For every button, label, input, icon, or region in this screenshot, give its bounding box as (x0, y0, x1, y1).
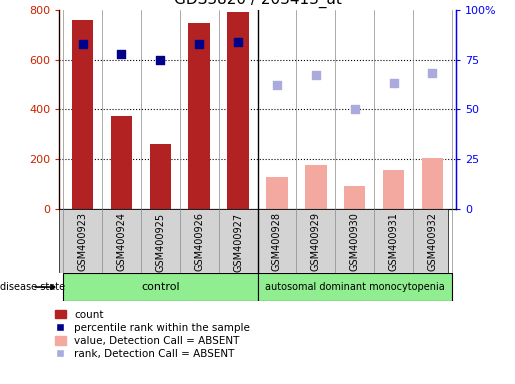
Bar (111, 116, 132, 209)
Text: disease state: disease state (0, 282, 65, 292)
Bar (305, 165, 327, 209)
Text: autosomal dominant monocytopenia: autosomal dominant monocytopenia (265, 282, 444, 292)
Bar (72, 20, 93, 209)
Point (117, 50, 126, 56)
Text: GSM400931: GSM400931 (389, 212, 399, 271)
Text: control: control (141, 282, 180, 292)
Text: GSM400925: GSM400925 (156, 212, 165, 271)
Bar (63, 273, 258, 301)
Point (195, 40, 203, 46)
Bar (188, 23, 210, 209)
Point (78, 40, 87, 46)
Point (156, 56, 164, 63)
Bar (344, 185, 365, 209)
Text: GSM400926: GSM400926 (194, 212, 204, 271)
Point (273, 83, 281, 89)
Bar (258, 273, 452, 301)
Text: GSM400924: GSM400924 (116, 212, 126, 271)
Text: GSM400932: GSM400932 (427, 212, 437, 271)
Text: GSM400929: GSM400929 (311, 212, 321, 271)
Text: GSM400928: GSM400928 (272, 212, 282, 271)
Point (428, 70, 437, 76)
Bar (383, 170, 404, 209)
Text: GSM400927: GSM400927 (233, 212, 243, 271)
Point (312, 73, 320, 79)
Bar (150, 144, 171, 209)
Text: GSM400930: GSM400930 (350, 212, 359, 271)
Point (351, 106, 359, 113)
Bar (266, 177, 288, 209)
Bar (422, 158, 443, 209)
Bar (227, 12, 249, 209)
Point (389, 80, 398, 86)
Title: GDS3820 / 203413_at: GDS3820 / 203413_at (174, 0, 341, 8)
Point (234, 38, 242, 45)
Text: GSM400923: GSM400923 (78, 212, 88, 271)
Legend: count, percentile rank within the sample, value, Detection Call = ABSENT, rank, : count, percentile rank within the sample… (54, 309, 251, 360)
